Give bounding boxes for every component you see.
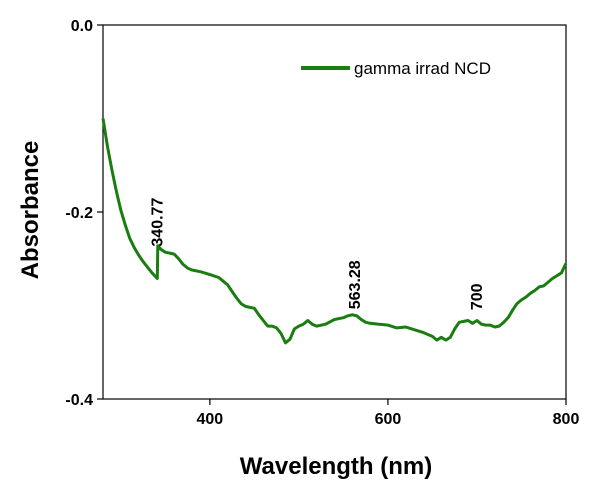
legend: gamma irrad NCD	[301, 59, 491, 78]
peak-label: 563.28	[347, 260, 364, 309]
x-tick-label: 600	[375, 411, 402, 428]
x-tick-label: 800	[553, 411, 580, 428]
x-tick-label: 400	[196, 411, 223, 428]
peak-annotations: 340.77 563.28 700	[149, 198, 486, 311]
series-line	[101, 118, 568, 345]
series-layer	[101, 118, 568, 345]
legend-label: gamma irrad NCD	[354, 59, 491, 78]
y-axis-title: Absorbance	[17, 141, 44, 280]
y-tick-label: 0.0	[71, 18, 93, 35]
axis-ticks: 400 600 800 0.0 -0.2 -0.4	[65, 18, 579, 428]
peak-label: 340.77	[149, 198, 166, 247]
peak-label: 700	[469, 283, 486, 310]
x-axis-title: Wavelength (nm)	[240, 453, 432, 480]
y-tick-label: -0.4	[65, 392, 93, 409]
plot-area	[102, 24, 567, 400]
y-tick-label: -0.2	[65, 205, 93, 222]
plot-frame	[102, 24, 567, 400]
